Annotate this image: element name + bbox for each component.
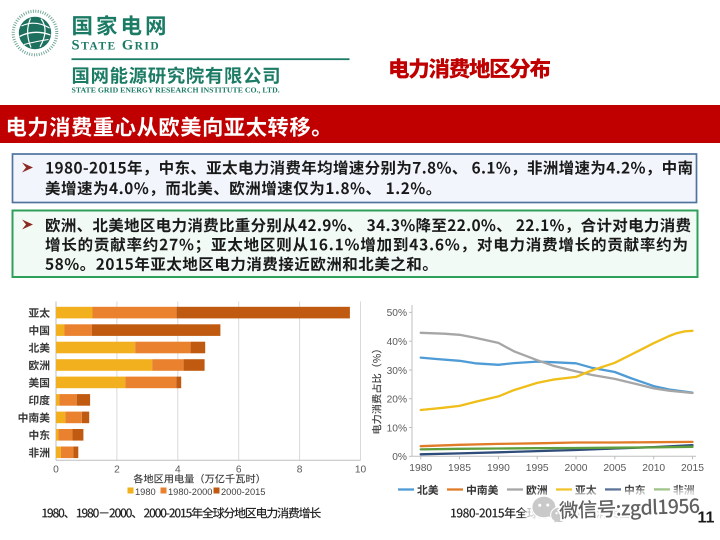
svg-text:1980: 1980 (409, 463, 432, 474)
svg-text:2000: 2000 (565, 463, 588, 474)
svg-text:8: 8 (297, 465, 303, 476)
svg-text:6: 6 (236, 465, 242, 476)
svg-text:0: 0 (53, 465, 59, 476)
svg-text:2: 2 (114, 465, 120, 476)
svg-text:11: 11 (698, 510, 715, 527)
svg-text:4: 4 (175, 465, 181, 476)
svg-text:10: 10 (355, 465, 367, 476)
svg-text:2010: 2010 (642, 463, 665, 474)
svg-text:STATE GRID ENERGY RESEARCH INS: STATE GRID ENERGY RESEARCH INSTITUTE CO.… (72, 86, 280, 95)
svg-text:2015: 2015 (681, 463, 704, 474)
svg-text:50%: 50% (387, 308, 407, 319)
svg-text:0%: 0% (392, 452, 407, 463)
svg-text:1985: 1985 (448, 463, 471, 474)
svg-text:1995: 1995 (526, 463, 549, 474)
svg-text:10%: 10% (387, 423, 407, 434)
svg-text:2000-2015: 2000-2015 (221, 487, 265, 497)
svg-text:1980-2000: 1980-2000 (168, 487, 212, 497)
svg-text:30%: 30% (387, 366, 407, 377)
svg-text:STATE GRID: STATE GRID (72, 38, 161, 54)
svg-text:20%: 20% (387, 395, 407, 406)
svg-text:1990: 1990 (487, 463, 510, 474)
svg-text:40%: 40% (387, 337, 407, 348)
svg-text:1980: 1980 (135, 487, 156, 497)
svg-text:2005: 2005 (603, 463, 626, 474)
